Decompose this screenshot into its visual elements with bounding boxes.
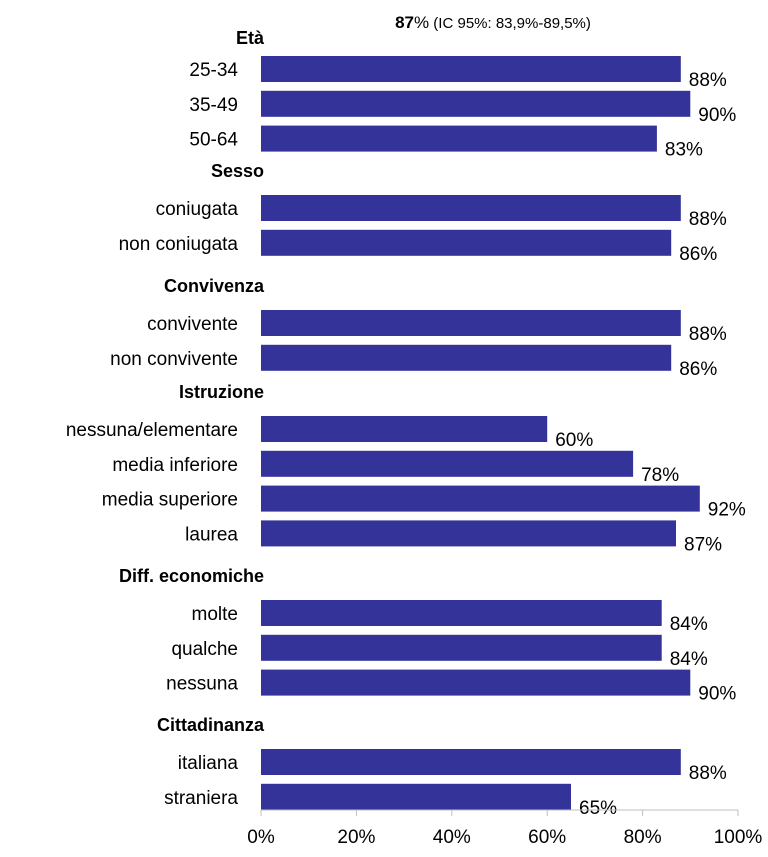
x-axis-ticks: 0% 20% 40% 60% 80% 100% xyxy=(247,810,762,848)
subtitle-total-value: 87 xyxy=(395,13,414,32)
data-label: 90% xyxy=(698,684,736,705)
bar xyxy=(261,450,634,477)
x-tick-label: 60% xyxy=(528,827,566,848)
bar xyxy=(261,310,681,336)
group-label: Diff. economiche xyxy=(119,566,264,586)
data-label: 87% xyxy=(684,534,722,555)
data-label: 92% xyxy=(708,500,746,521)
category-label: 35-49 xyxy=(189,95,238,116)
category-label: media superiore xyxy=(102,490,238,511)
data-label: 90% xyxy=(698,105,736,126)
group-label: Istruzione xyxy=(179,382,264,402)
x-tick-label: 40% xyxy=(433,827,471,848)
data-label: 86% xyxy=(679,244,717,265)
data-label: 83% xyxy=(665,140,703,161)
data-label: 60% xyxy=(555,430,593,451)
bar xyxy=(261,600,662,626)
category-label: straniera xyxy=(164,788,238,809)
data-label: 86% xyxy=(679,359,717,380)
bar xyxy=(261,229,672,256)
data-label: 88% xyxy=(689,763,727,784)
bar xyxy=(261,125,657,152)
bar xyxy=(261,634,662,661)
data-label: 88% xyxy=(689,324,727,345)
bar xyxy=(261,56,681,82)
category-label: convivente xyxy=(147,314,238,335)
bar xyxy=(261,195,681,221)
data-label: 78% xyxy=(641,465,679,486)
category-label: qualche xyxy=(171,639,238,660)
category-label: nessuna/elementare xyxy=(66,420,238,441)
bar xyxy=(261,416,548,442)
x-tick-label: 20% xyxy=(337,827,375,848)
category-label: media inferiore xyxy=(112,455,238,476)
bar xyxy=(261,783,571,810)
category-label: 50-64 xyxy=(189,130,238,151)
category-label: nessuna xyxy=(166,674,238,695)
subtitle-percent-sign: % xyxy=(414,13,429,32)
bar xyxy=(261,344,672,371)
x-tick-label: 80% xyxy=(624,827,662,848)
category-label: coniugata xyxy=(156,199,239,220)
subtitle-confidence-interval: (IC 95%: 83,9%-89,5%) xyxy=(429,15,591,32)
plot-area: Età 25-34 88% 35-49 90% 50-64 83% Sesso coniugat… xyxy=(66,28,746,819)
data-label: 84% xyxy=(670,649,708,670)
data-label: 84% xyxy=(670,614,708,635)
category-label: molte xyxy=(192,604,238,625)
bar xyxy=(261,669,691,696)
data-label: 88% xyxy=(689,70,727,91)
group-label: Sesso xyxy=(211,161,264,181)
category-label: laurea xyxy=(185,524,238,545)
category-label: italiana xyxy=(178,753,239,774)
chart-subtitle: 87% (IC 95%: 83,9%-89,5%) xyxy=(395,13,591,32)
group-label: Età xyxy=(236,28,265,48)
data-label: 88% xyxy=(689,209,727,230)
category-label: non coniugata xyxy=(119,234,239,255)
bar xyxy=(261,520,676,547)
x-tick-label: 0% xyxy=(247,827,275,848)
category-label: non convivente xyxy=(110,349,238,370)
category-label: 25-34 xyxy=(189,60,238,81)
x-tick-label: 100% xyxy=(714,827,763,848)
data-label: 65% xyxy=(579,798,617,819)
bar xyxy=(261,485,700,512)
group-label: Convivenza xyxy=(164,276,265,296)
group-label: Cittadinanza xyxy=(157,715,265,735)
bar xyxy=(261,90,691,117)
bar xyxy=(261,749,681,775)
